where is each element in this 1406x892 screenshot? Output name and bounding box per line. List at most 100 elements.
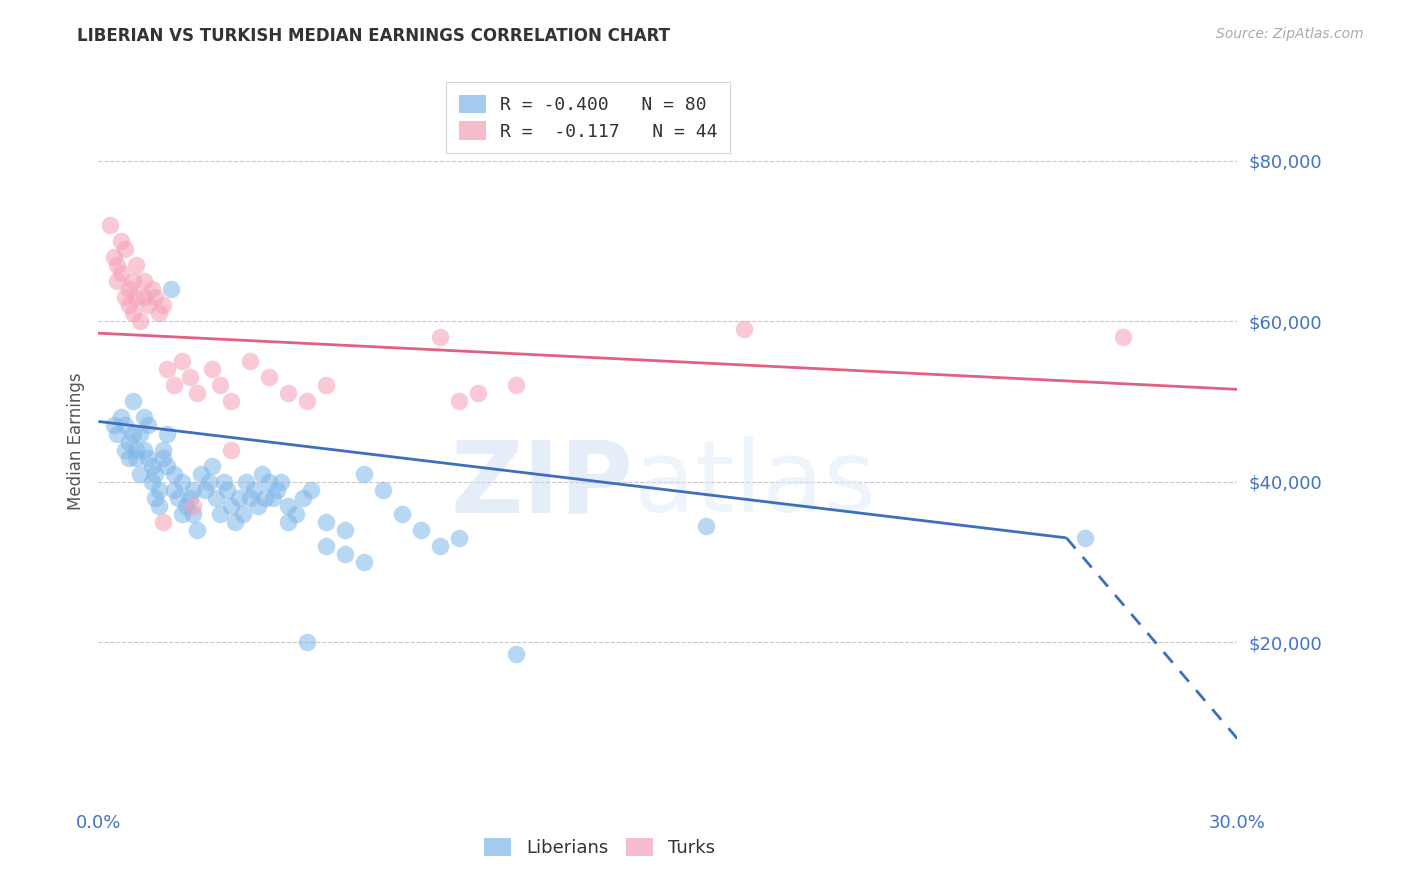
Point	[129, 426, 152, 441]
Point	[259, 370, 281, 384]
Point	[262, 491, 284, 505]
Point	[132, 442, 155, 457]
Point	[205, 491, 228, 505]
Point	[411, 523, 433, 537]
Point	[183, 483, 205, 497]
Point	[136, 298, 159, 312]
Point	[194, 483, 217, 497]
Point	[118, 282, 141, 296]
Point	[125, 442, 148, 457]
Point	[148, 483, 170, 497]
Point	[299, 483, 322, 497]
Point	[190, 467, 212, 481]
Point	[505, 378, 527, 392]
Point	[315, 515, 337, 529]
Point	[129, 314, 152, 328]
Point	[121, 274, 143, 288]
Point	[125, 258, 148, 272]
Point	[239, 491, 262, 505]
Point	[98, 218, 121, 232]
Point	[235, 475, 257, 489]
Y-axis label: Median Earnings: Median Earnings	[66, 373, 84, 510]
Point	[156, 426, 179, 441]
Point	[163, 483, 186, 497]
Text: LIBERIAN VS TURKISH MEDIAN EARNINGS CORRELATION CHART: LIBERIAN VS TURKISH MEDIAN EARNINGS CORR…	[77, 27, 671, 45]
Point	[297, 635, 319, 649]
Point	[145, 467, 167, 481]
Point	[197, 475, 219, 489]
Point	[121, 306, 143, 320]
Point	[315, 539, 337, 553]
Point	[335, 547, 357, 561]
Point	[371, 483, 394, 497]
Point	[132, 274, 155, 288]
Point	[174, 499, 197, 513]
Point	[110, 234, 132, 248]
Point	[170, 507, 193, 521]
Point	[284, 507, 307, 521]
Point	[315, 378, 337, 392]
Point	[118, 434, 141, 449]
Point	[167, 491, 190, 505]
Point	[152, 515, 174, 529]
Point	[156, 362, 179, 376]
Point	[277, 499, 299, 513]
Point	[292, 491, 315, 505]
Text: ZIP: ZIP	[451, 436, 634, 533]
Point	[152, 298, 174, 312]
Point	[254, 491, 277, 505]
Point	[208, 507, 231, 521]
Point	[129, 467, 152, 481]
Point	[217, 483, 239, 497]
Point	[733, 322, 755, 336]
Point	[429, 330, 451, 344]
Point	[232, 507, 254, 521]
Point	[228, 491, 250, 505]
Point	[505, 648, 527, 662]
Point	[1112, 330, 1135, 344]
Point	[208, 378, 231, 392]
Point	[170, 354, 193, 368]
Legend: Liberians, Turks: Liberians, Turks	[475, 829, 724, 866]
Point	[152, 442, 174, 457]
Point	[353, 555, 375, 569]
Point	[449, 531, 471, 545]
Point	[107, 426, 129, 441]
Point	[114, 418, 136, 433]
Point	[186, 386, 208, 401]
Point	[221, 394, 243, 409]
Point	[170, 475, 193, 489]
Text: atlas: atlas	[634, 436, 876, 533]
Point	[335, 523, 357, 537]
Point	[224, 515, 246, 529]
Point	[132, 290, 155, 304]
Point	[353, 467, 375, 481]
Point	[270, 475, 292, 489]
Point	[121, 394, 143, 409]
Point	[201, 362, 224, 376]
Point	[121, 426, 143, 441]
Point	[110, 410, 132, 425]
Point	[212, 475, 235, 489]
Point	[297, 394, 319, 409]
Point	[266, 483, 288, 497]
Point	[250, 467, 273, 481]
Point	[695, 518, 717, 533]
Point	[221, 442, 243, 457]
Point	[246, 499, 269, 513]
Point	[114, 242, 136, 256]
Point	[467, 386, 489, 401]
Point	[243, 483, 266, 497]
Point	[183, 507, 205, 521]
Point	[179, 491, 201, 505]
Point	[239, 354, 262, 368]
Point	[118, 298, 141, 312]
Point	[114, 290, 136, 304]
Point	[141, 458, 163, 473]
Point	[1074, 531, 1097, 545]
Point	[159, 282, 181, 296]
Point	[429, 539, 451, 553]
Point	[107, 274, 129, 288]
Point	[125, 290, 148, 304]
Point	[179, 370, 201, 384]
